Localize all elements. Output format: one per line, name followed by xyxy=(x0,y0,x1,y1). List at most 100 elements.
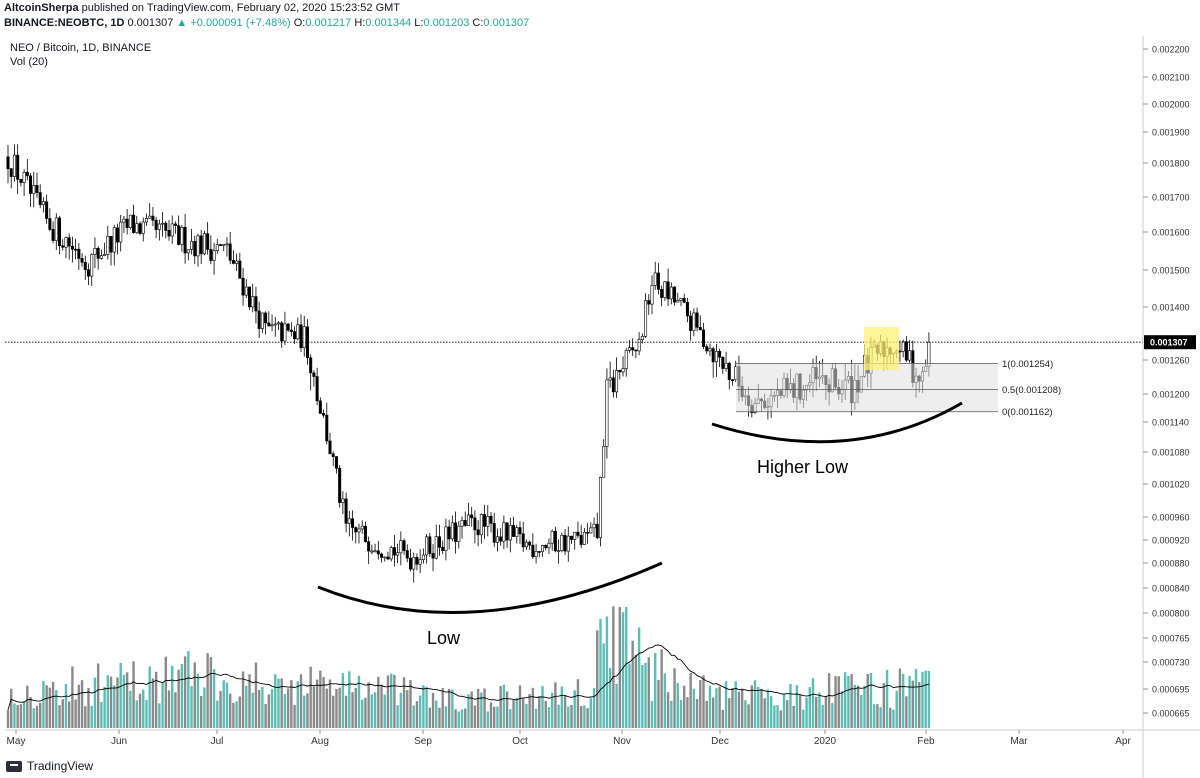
candle-body xyxy=(457,525,461,542)
volume-bar xyxy=(441,688,444,728)
y-tick-label: 0.001700 xyxy=(1152,193,1190,203)
volume-bar xyxy=(824,696,828,728)
volume-bar xyxy=(328,679,332,728)
price-candle xyxy=(383,556,387,562)
price-candle xyxy=(289,322,293,337)
candle-body xyxy=(328,440,332,455)
price-candle xyxy=(209,235,213,265)
price-candle xyxy=(553,526,557,553)
y-tick-label: 0.001260 xyxy=(1152,356,1190,366)
volume-bar xyxy=(882,682,886,728)
price-candle xyxy=(708,343,712,357)
candle-body xyxy=(228,243,232,261)
candle-body xyxy=(637,339,641,352)
candle-body xyxy=(283,323,287,342)
volume-bar xyxy=(550,692,554,728)
candle-body xyxy=(293,331,297,340)
price-candle xyxy=(598,476,602,547)
price-candle xyxy=(106,226,110,260)
price-candle xyxy=(157,219,161,241)
volume-ma-line xyxy=(7,644,929,710)
volume-bar xyxy=(686,697,689,728)
volume-bar xyxy=(235,701,238,728)
volume-bar xyxy=(689,672,692,728)
price-candle xyxy=(193,235,197,264)
volume-bar xyxy=(206,653,209,728)
candle-body xyxy=(93,247,97,255)
volume-bar xyxy=(48,687,52,728)
volume-bar xyxy=(493,706,496,728)
price-candle xyxy=(334,456,338,474)
candle-body xyxy=(351,518,355,528)
price-candle xyxy=(244,279,248,298)
y-tick-label: 0.001400 xyxy=(1152,303,1190,313)
volume-bar xyxy=(167,690,171,728)
volume-bar xyxy=(135,700,138,728)
volume-bar xyxy=(418,695,422,728)
volume-bar xyxy=(29,697,32,728)
last-price: 0.001307 xyxy=(127,17,174,29)
price-candle xyxy=(270,314,274,332)
volume-bar xyxy=(866,673,869,728)
volume-bar xyxy=(483,688,486,728)
candle-body xyxy=(289,329,293,332)
volume-bar xyxy=(541,686,544,728)
author-name[interactable]: AltcoinSherpa xyxy=(4,2,79,14)
price-candle xyxy=(190,228,194,255)
price-candle xyxy=(637,332,641,356)
candle-body xyxy=(77,248,81,259)
candle-body xyxy=(724,362,728,369)
price-candle xyxy=(25,159,29,181)
price-candle xyxy=(711,346,715,378)
volume-bar xyxy=(744,700,747,728)
footer-brand: TradingView xyxy=(27,759,94,773)
price-candle xyxy=(437,524,441,556)
volume-bar xyxy=(100,702,103,728)
price-candle xyxy=(492,512,496,548)
price-candle xyxy=(51,221,55,244)
candle-body xyxy=(12,154,16,177)
tradingview-footer[interactable]: TradingView xyxy=(6,757,93,775)
candle-body xyxy=(341,498,345,503)
price-candle xyxy=(267,311,271,327)
candle-body xyxy=(547,542,551,549)
price-candle xyxy=(257,301,261,339)
candle-body xyxy=(25,172,29,177)
candle-body xyxy=(441,547,445,551)
candle-body xyxy=(331,453,335,457)
volume-bar xyxy=(901,673,905,728)
price-candle xyxy=(186,249,190,261)
price-candle xyxy=(341,491,345,515)
candle-body xyxy=(74,248,78,251)
volume-bar xyxy=(361,699,364,728)
volume-bar xyxy=(621,612,625,728)
price-candle xyxy=(331,451,335,467)
volume-bar xyxy=(438,707,441,728)
candle-body xyxy=(730,379,734,381)
volume-bar xyxy=(579,706,583,728)
volume-bar xyxy=(177,669,180,728)
candle-body xyxy=(689,315,693,331)
price-candle xyxy=(74,238,78,260)
volume-bar xyxy=(338,687,341,728)
volume-bar xyxy=(911,680,915,728)
candle-body xyxy=(109,235,113,253)
candle-body xyxy=(492,522,496,543)
volume-bar xyxy=(467,694,470,728)
price-candle xyxy=(164,220,168,239)
volume-bar xyxy=(711,697,715,728)
price-candle xyxy=(634,349,638,359)
price-candle xyxy=(447,519,451,550)
price-candle xyxy=(415,553,419,571)
volume-bar xyxy=(618,607,621,728)
volume-bar xyxy=(650,700,654,728)
price-candle xyxy=(689,310,693,341)
price-candle xyxy=(293,326,297,344)
volume-bar xyxy=(605,616,609,728)
volume-bar xyxy=(225,682,229,728)
volume-bar xyxy=(534,708,538,728)
candle-body xyxy=(534,551,538,558)
volume-bar xyxy=(773,705,776,728)
volume-bar xyxy=(228,693,232,728)
